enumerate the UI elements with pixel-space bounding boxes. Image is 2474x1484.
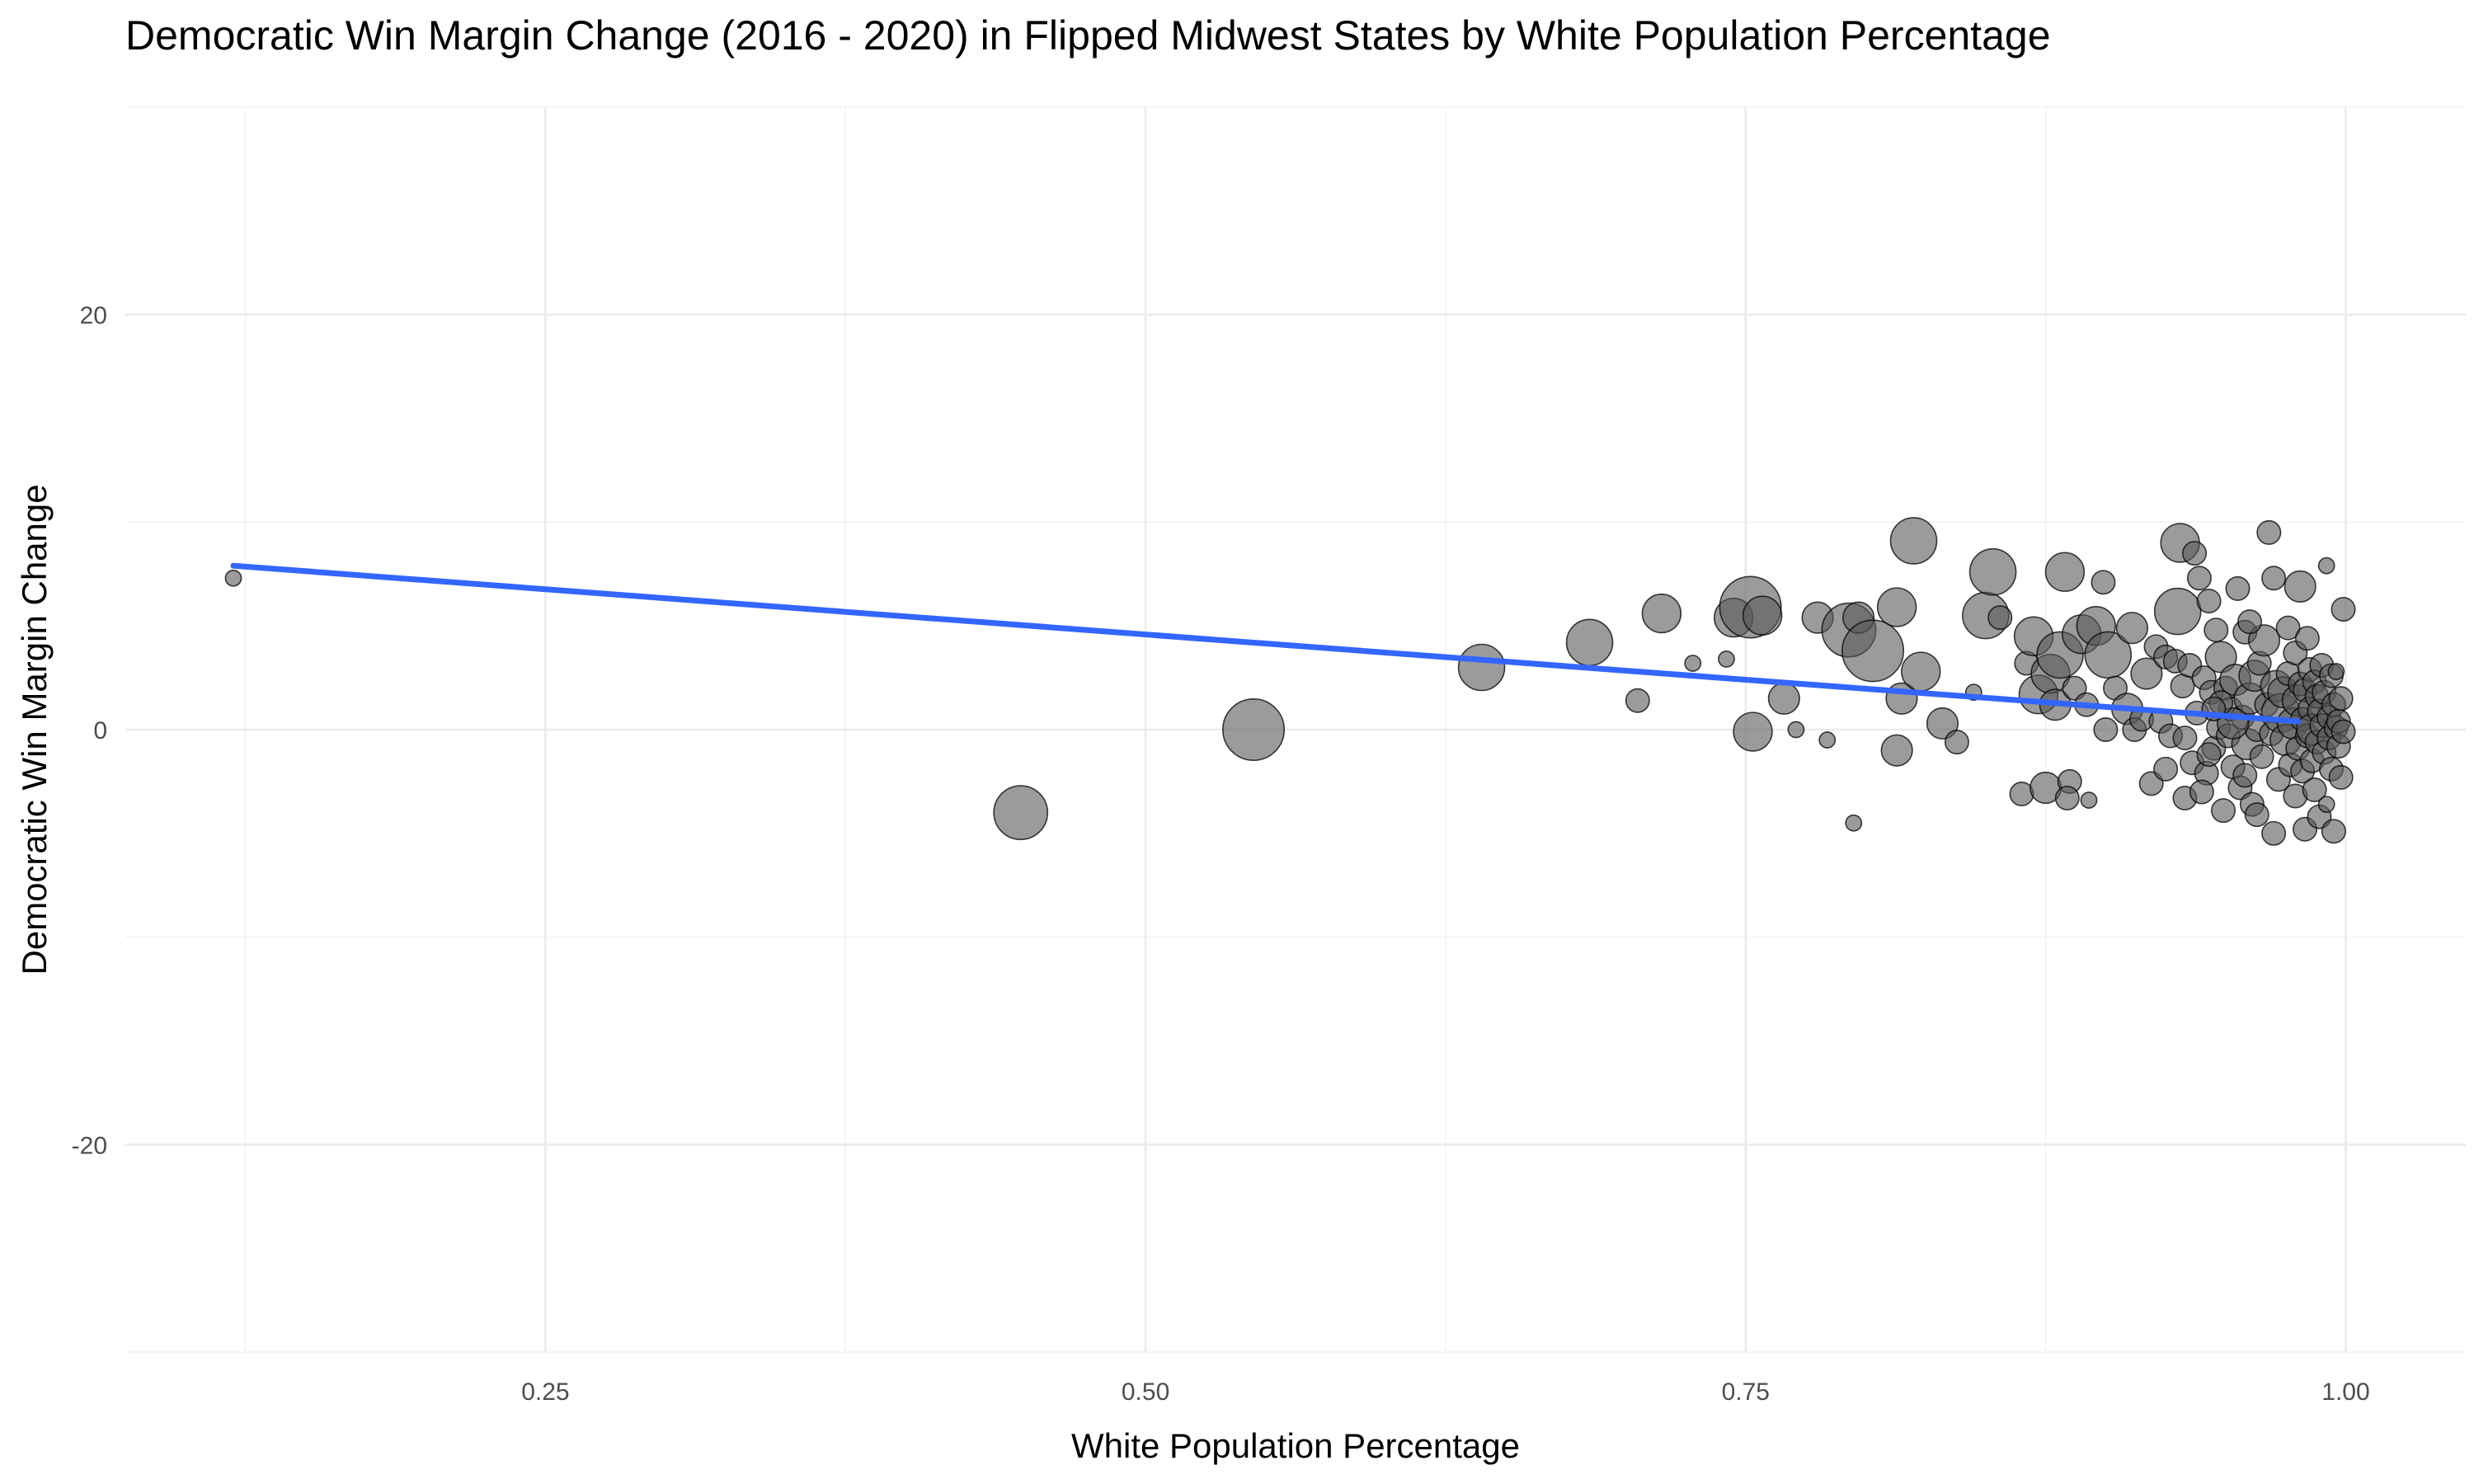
x-tick-label-1: 0.50: [1122, 1378, 1169, 1406]
y-tick-label-0: -20: [72, 1132, 107, 1159]
data-point-159: [2172, 726, 2198, 751]
data-point-13: [1767, 682, 1800, 715]
data-point-12: [1733, 711, 1773, 752]
x-axis-title: White Population Percentage: [1071, 1426, 1520, 1465]
data-point-100: [2261, 566, 2287, 591]
data-point-152: [2261, 820, 2287, 846]
data-point-3: [1457, 643, 1506, 692]
data-point-115: [2284, 570, 2316, 603]
data-point-137: [2317, 556, 2335, 575]
data-point-7: [1684, 655, 1702, 672]
data-point-151: [2331, 597, 2356, 622]
data-point-127: [2302, 777, 2327, 802]
chart-title: Democratic Win Margin Change (2016 - 202…: [125, 12, 2051, 59]
data-point-46: [2080, 791, 2098, 809]
x-tick-label-2: 0.75: [1722, 1378, 1770, 1406]
x-tick-label-3: 1.00: [2321, 1378, 2369, 1406]
data-point-120: [2294, 626, 2320, 651]
data-point-26: [1926, 707, 1959, 740]
y-tick-label-1: 0: [93, 717, 107, 744]
data-point-19: [1841, 619, 1905, 683]
data-point-64: [2170, 674, 2195, 699]
y-tick-label-2: 20: [80, 303, 107, 330]
data-point-96: [2247, 624, 2281, 657]
data-point-161: [2189, 779, 2214, 805]
data-point-150: [2331, 719, 2356, 744]
data-point-136: [2317, 796, 2335, 814]
data-point-40: [2044, 552, 2086, 592]
data-point-27: [1944, 730, 1969, 755]
data-point-42: [2054, 786, 2080, 811]
x-tick-labels: 0.25 0.50 0.75 1.00: [521, 1378, 2369, 1406]
data-point-15: [1787, 721, 1805, 739]
y-tick-labels: -20 0 20: [72, 303, 107, 1160]
data-point-30: [1968, 547, 2017, 596]
data-point-4: [1565, 618, 1614, 667]
data-point-25: [1880, 734, 1913, 767]
data-point-149: [2328, 686, 2354, 711]
data-point-76: [2204, 618, 2229, 643]
data-point-157: [2196, 742, 2222, 768]
data-point-95: [2249, 744, 2274, 769]
data-point-48: [2091, 570, 2116, 595]
data-point-68: [2182, 541, 2208, 566]
data-point-73: [2196, 588, 2222, 613]
data-point-5: [1625, 688, 1650, 713]
data-point-20: [1845, 814, 1863, 832]
data-point-21: [1876, 587, 1917, 627]
data-point-106: [2275, 615, 2301, 641]
data-point-24: [1901, 651, 1941, 692]
data-point-49: [2084, 631, 2133, 679]
data-point-85: [2225, 575, 2251, 601]
data-point-6: [1641, 593, 1682, 634]
x-tick-label-0: 0.25: [521, 1378, 569, 1406]
data-point-43: [2062, 675, 2087, 701]
data-point-162: [2237, 609, 2263, 635]
data-point-8: [1718, 650, 1735, 668]
data-point-154: [2232, 763, 2258, 788]
data-point-16: [1818, 731, 1837, 749]
y-axis-title: Democratic Win Margin Change: [15, 484, 54, 974]
data-point-2: [1222, 697, 1286, 761]
data-point-56: [2130, 657, 2163, 690]
data-point-11: [1742, 595, 1783, 636]
data-point-0: [224, 569, 242, 587]
data-point-50: [2093, 716, 2119, 742]
data-point-63: [2153, 587, 2202, 636]
data-point-23: [1889, 517, 1938, 565]
data-point-145: [2327, 663, 2345, 680]
data-point-160: [2153, 756, 2179, 782]
data-point-98: [2256, 519, 2282, 545]
data-point-148: [2328, 764, 2354, 790]
data-point-143: [2321, 819, 2346, 844]
data-point-153: [2244, 802, 2269, 828]
major-grid: [125, 107, 2466, 1352]
data-point-1: [993, 785, 1049, 841]
data-point-53: [2115, 612, 2149, 645]
trend-line: [230, 562, 2301, 725]
data-points: [224, 517, 2356, 846]
trend-line-group: [230, 562, 2301, 725]
data-point-70: [2186, 566, 2212, 591]
data-point-31: [1987, 605, 2013, 631]
data-point-79: [2211, 798, 2236, 824]
